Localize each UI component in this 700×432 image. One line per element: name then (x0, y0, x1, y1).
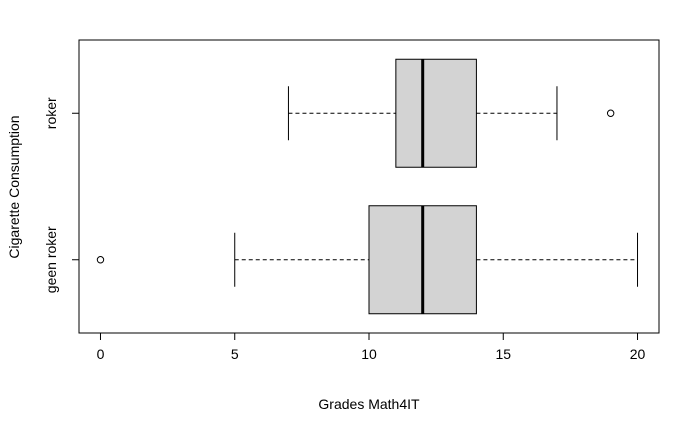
y-tick-label: geen roker (43, 226, 59, 293)
iqr-box (395, 58, 477, 168)
outlier-point (96, 256, 105, 264)
y-axis-label: Cigarette Consumption (6, 115, 22, 258)
x-tick-label: 15 (495, 346, 511, 362)
outlier-point (606, 109, 615, 117)
y-axis: geen roker roker (43, 97, 79, 293)
boxes-layer (96, 58, 639, 315)
box-group (287, 58, 615, 168)
x-axis: 0 5 10 15 20 (97, 332, 646, 362)
x-tick-label: 20 (630, 346, 646, 362)
box-group (96, 205, 639, 315)
x-tick-label: 0 (97, 346, 105, 362)
x-axis-label: Grades Math4IT (318, 396, 420, 412)
x-tick-label: 5 (231, 346, 239, 362)
y-tick-label: roker (43, 97, 59, 129)
x-tick-label: 10 (361, 346, 377, 362)
